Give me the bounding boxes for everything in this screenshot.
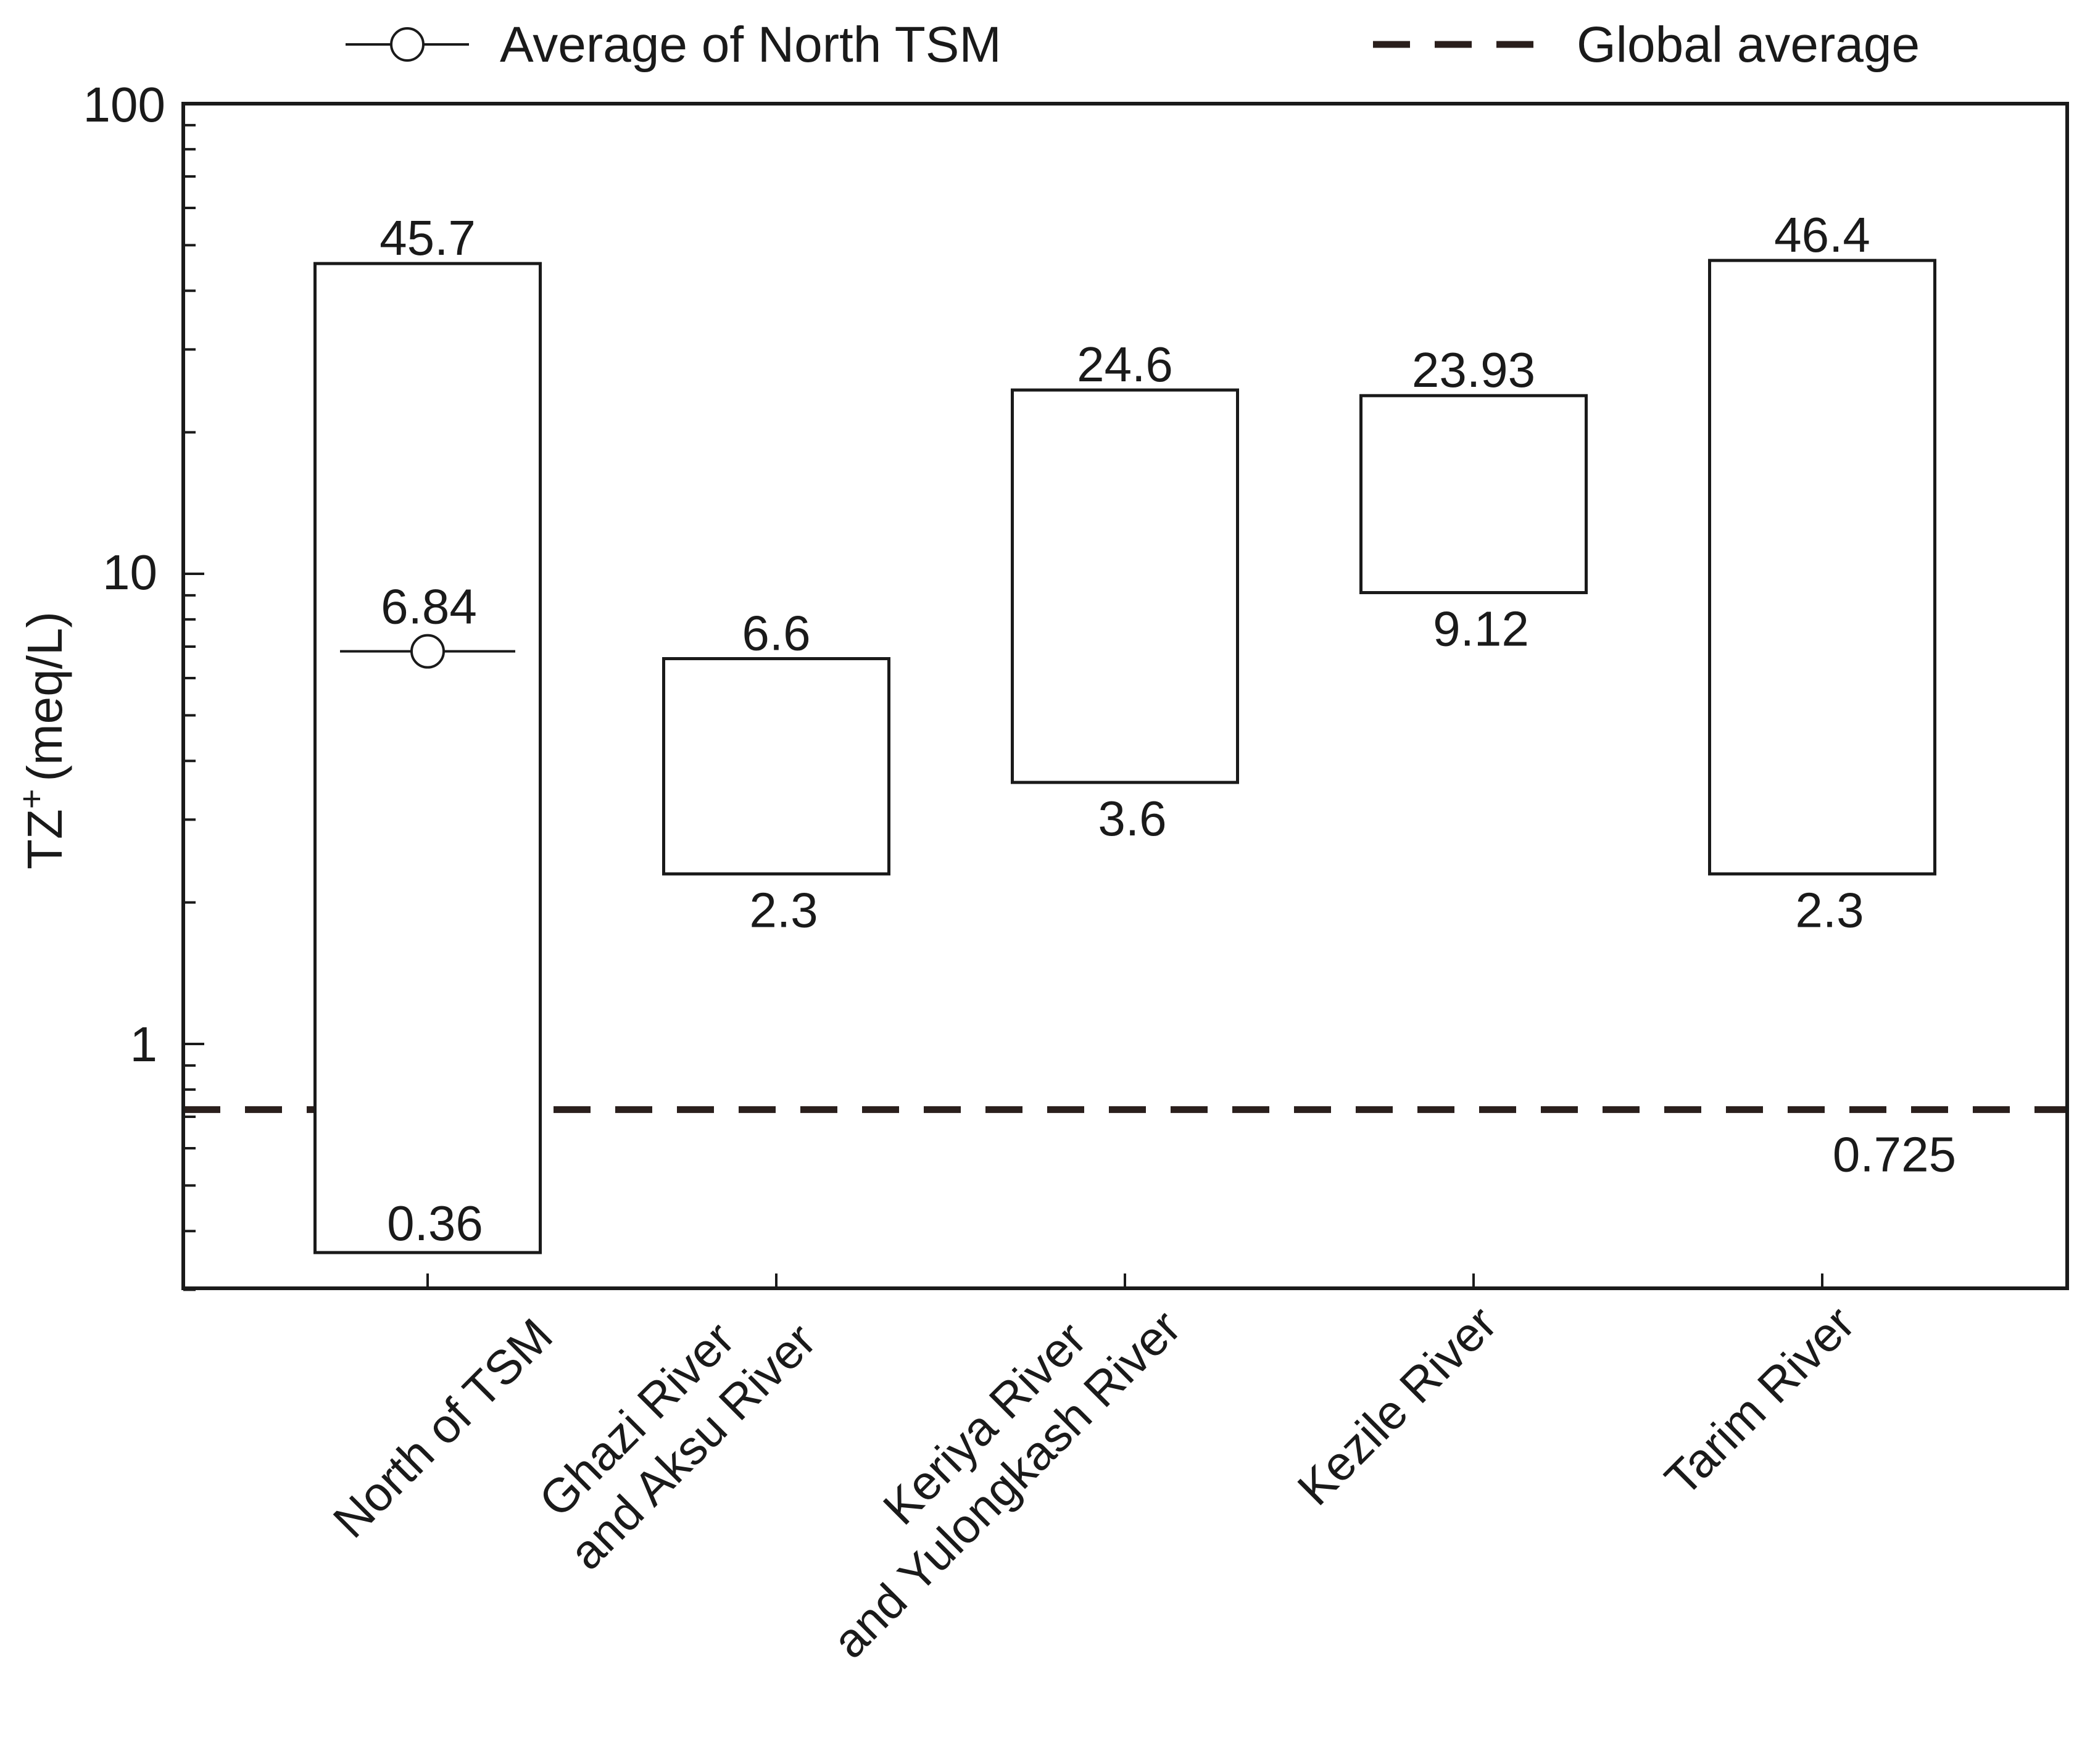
range-min-label: 2.3 [1795,882,1864,937]
category-label-ghazi-aksu: Ghazi River and Aksu River [517,1271,826,1580]
legend: Average of North TSM Global average [346,17,1920,73]
plot-marks: 0.725 45.7 0.36 6.6 2.3 24.6 3.6 23.93 9.12 46.4 2… [183,207,2067,1254]
category-label-keriya-yulongkash-line-2: and Yulongkash River [822,1299,1191,1668]
category-label-north-of-tsm-line-1: North of TSM [323,1308,563,1548]
legend-global-label: Global average [1577,17,1920,73]
north-tsm-average-marker [410,634,445,669]
y-tick-label-1: 1 [130,1017,158,1072]
y-axis-title-sup: + [12,789,51,810]
range-min-label: 9.12 [1433,601,1529,656]
category-labels: North of TSM Ghazi River and Aksu River … [323,1258,1865,1668]
legend-average-marker [390,27,425,62]
legend-average-label: Average of North TSM [500,17,1002,73]
global-average-label: 0.725 [1833,1127,1956,1182]
range-min-label: 2.3 [749,882,818,937]
range-max-label: 24.6 [1077,337,1173,392]
category-label-north-of-tsm: North of TSM [323,1308,563,1548]
range-min-label: 3.6 [1098,791,1166,846]
y-axis-title: TZ+ (meq/L) [12,611,72,869]
category-label-kezile: Kezile River [1287,1296,1507,1515]
category-label-tarim: Tarim River [1654,1296,1865,1506]
y-axis-title-main: TZ [17,809,72,869]
north-tsm-average-label: 6.84 [381,579,477,634]
range-max-label: 6.6 [742,606,810,661]
range-box [662,657,890,876]
range-min-label: 0.36 [387,1196,483,1251]
range-max-label: 23.93 [1412,342,1535,397]
category-label-kezile-line-1: Kezile River [1287,1296,1507,1515]
category-label-tarim-line-1: Tarim River [1654,1296,1865,1506]
range-max-label: 46.4 [1774,207,1870,262]
y-tick-labels: 1 10 100 [83,77,165,1072]
axis-ticks [183,102,1823,1291]
range-box [313,262,542,1254]
range-box [1011,388,1239,784]
y-tick-label-100: 100 [83,77,165,132]
range-box [1708,259,1936,876]
plot-frame [181,102,2069,1290]
y-tick-label-10: 10 [102,545,157,600]
range-box [1359,394,1588,594]
range-max-label: 45.7 [379,210,476,265]
y-axis-title-unit: (meq/L) [17,611,72,782]
category-label-keriya-yulongkash: Keriya River and Yulongkash River [781,1258,1191,1668]
